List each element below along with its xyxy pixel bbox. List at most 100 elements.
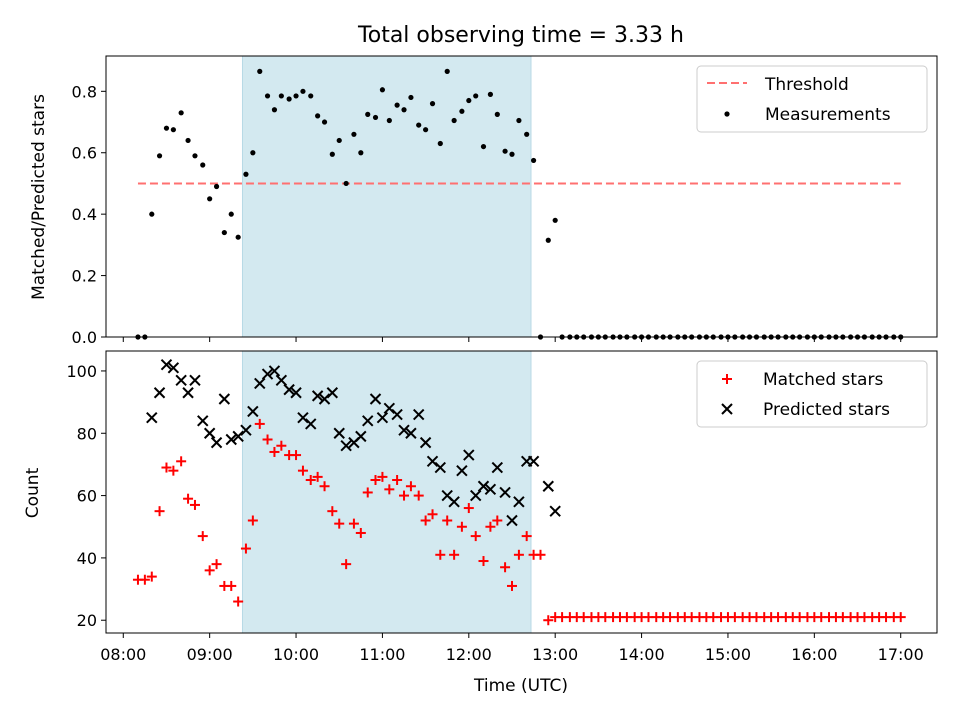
predicted-star-point	[283, 383, 295, 396]
predicted-star-point	[448, 496, 460, 508]
predicted-star-point	[383, 402, 396, 415]
x-axis-label: Time (UTC)	[473, 676, 568, 696]
predicted-star-point	[549, 505, 561, 517]
measurement-point	[524, 131, 530, 137]
x-tick-label: 16:00	[791, 645, 837, 664]
predicted-star-point	[405, 427, 417, 439]
predicted-star-point	[484, 483, 497, 496]
matched-star-point	[154, 506, 165, 517]
matched-star-point	[506, 580, 517, 591]
predicted-star-point	[182, 387, 194, 399]
bottom-y-tick-label: 40	[77, 549, 97, 568]
bottom-y-tick-label: 80	[77, 424, 97, 443]
predicted-star-point	[153, 387, 166, 399]
predicted-star-point	[376, 411, 389, 424]
measurement-point	[379, 87, 386, 93]
top-y-tick-label: 0.2	[72, 267, 97, 286]
predicted-star-point	[333, 427, 345, 439]
matched-star-point	[189, 499, 200, 510]
matched-star-point	[427, 509, 438, 520]
legend-measurements-swatch	[724, 111, 730, 117]
bottom-y-tick-label: 60	[77, 487, 97, 506]
measurement-point	[480, 143, 487, 150]
matched-star-point	[254, 418, 265, 429]
measurement-point	[365, 111, 371, 117]
measurement-point	[185, 137, 191, 144]
matched-star-point	[161, 462, 172, 473]
measurement-point	[156, 153, 163, 159]
measurement-point	[250, 150, 256, 156]
measurement-point	[163, 125, 170, 131]
predicted-star-point	[506, 514, 518, 527]
predicted-star-point	[261, 368, 274, 380]
legend-measurements-label: Measurements	[765, 105, 891, 125]
measurement-point	[343, 180, 349, 187]
predicted-star-point	[398, 424, 410, 436]
top-y-tick-label: 0.0	[72, 328, 97, 347]
bottom-y-tick-label: 100	[66, 362, 97, 381]
predicted-star-point	[254, 377, 266, 390]
matched-star-point	[341, 559, 352, 570]
predicted-star-point	[513, 496, 525, 508]
measurement-point	[545, 237, 551, 243]
measurement-point	[459, 108, 465, 114]
x-tick-label: 15:00	[705, 645, 751, 664]
measurement-point	[271, 107, 278, 113]
predicted-star-point	[197, 415, 209, 427]
predicted-star-point	[275, 374, 288, 386]
measurement-point	[401, 107, 407, 113]
matched-star-point	[168, 465, 179, 476]
predicted-star-point	[362, 415, 374, 427]
matched-star-point	[139, 574, 150, 585]
measurement-point	[264, 93, 271, 99]
matched-star-point	[485, 521, 496, 532]
matched-star-point	[413, 490, 424, 501]
measurement-point	[494, 111, 500, 117]
x-tick-label: 11:00	[359, 645, 405, 664]
predicted-star-point	[491, 461, 504, 474]
bottom-legend: Matched stars Predicted stars	[696, 360, 928, 428]
measurement-point	[200, 162, 206, 168]
matched-star-point	[478, 556, 489, 567]
matched-star-point	[521, 531, 532, 542]
measurement-point	[293, 93, 299, 99]
predicted-star-point	[499, 486, 511, 499]
measurement-point	[416, 122, 422, 128]
matched-star-point	[327, 506, 338, 517]
x-tick-label: 12:00	[446, 645, 492, 664]
legend-threshold-label: Threshold	[764, 75, 849, 95]
matched-star-point	[276, 440, 287, 451]
measurement-point	[386, 117, 392, 124]
matched-star-point	[362, 487, 373, 498]
top-legend-box	[696, 65, 928, 133]
matched-star-point	[392, 475, 403, 486]
matched-star-point	[470, 531, 481, 542]
measurement-point	[358, 150, 364, 156]
predicted-star-point	[318, 393, 331, 405]
measurement-point	[437, 140, 443, 147]
predicted-star-point	[391, 408, 403, 421]
matched-star-point	[291, 450, 302, 461]
measurement-point	[473, 93, 479, 99]
measurement-point	[336, 137, 342, 144]
matched-star-point	[305, 475, 316, 486]
predicted-star-point	[305, 418, 317, 430]
predicted-star-point	[146, 411, 158, 424]
measurement-point	[466, 97, 472, 104]
matched-star-point	[240, 543, 251, 554]
top-y-tick-label: 0.6	[72, 144, 97, 163]
top-panel: 0.00.20.40.60.8 Matched/Predicted stars …	[29, 55, 938, 347]
measurement-point	[423, 127, 429, 133]
measurement-point	[257, 68, 263, 74]
matched-star-point	[435, 549, 446, 560]
matched-star-point	[348, 518, 359, 529]
measurement-point	[235, 234, 241, 240]
predicted-star-point	[203, 427, 216, 439]
matched-star-point	[492, 515, 503, 526]
predicted-star-point	[527, 455, 540, 468]
measurement-point	[351, 131, 357, 137]
matched-star-point	[500, 562, 511, 573]
predicted-star-point	[426, 455, 439, 468]
predicted-star-point	[412, 408, 425, 421]
predicted-star-point	[175, 374, 187, 386]
